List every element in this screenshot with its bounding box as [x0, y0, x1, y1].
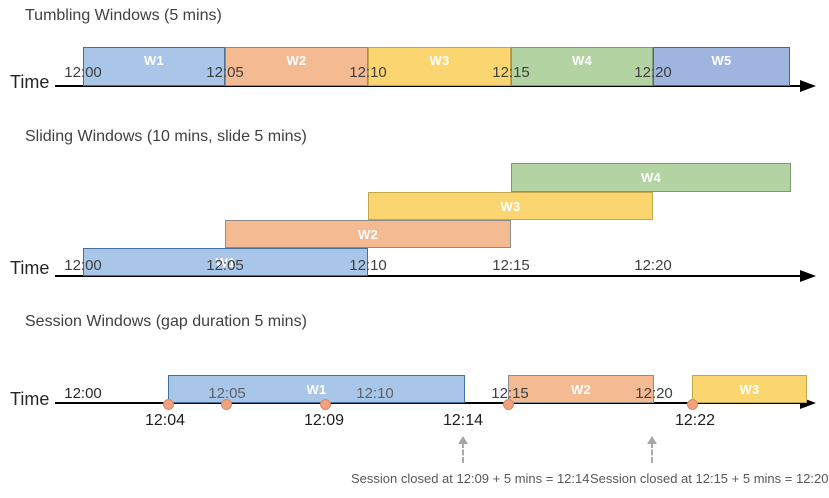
- tick-label-1220: 12:20: [634, 64, 672, 81]
- event-dot-1222: [686, 398, 698, 410]
- event-time-label-1214: 12:14: [442, 412, 484, 429]
- session-window-w3: W3: [692, 375, 807, 403]
- tumbling-section-title: Tumbling Windows (5 mins): [25, 7, 222, 24]
- timeline-session: [55, 402, 800, 404]
- annotation-arrow-icon: [462, 442, 464, 463]
- tick-label-1200: 12:00: [64, 64, 102, 81]
- timeline-arrowhead-icon: [800, 270, 816, 282]
- tick-label-1205: 12:05: [206, 257, 244, 274]
- event-time-label-1209: 12:09: [303, 412, 345, 429]
- window-label: W3: [500, 198, 521, 214]
- tick-label-1200: 12:00: [64, 385, 102, 402]
- event-time-label-1204: 12:04: [144, 412, 186, 429]
- tick-label-1210: 12:10: [356, 385, 394, 402]
- timeline-sliding: [55, 275, 800, 277]
- tumbling-window-w1: W1: [83, 47, 225, 86]
- session-window-w2: W2: [508, 375, 654, 403]
- window-label: W2: [357, 226, 379, 242]
- window-label: W3: [429, 53, 450, 68]
- event-dot: [220, 398, 232, 410]
- window-label: W1: [143, 53, 165, 68]
- tick-label-1205: 12:05: [206, 64, 244, 81]
- tick-label-1215: 12:15: [492, 257, 530, 274]
- window-label: W4: [571, 53, 593, 68]
- tumbling-window-w3: W3: [368, 47, 511, 86]
- session-closed-annotation-1: Session closed at 12:09 + 5 mins = 12:14: [351, 471, 590, 486]
- sliding-section-title: Sliding Windows (10 mins, slide 5 mins): [25, 128, 307, 145]
- window-label: W2: [286, 53, 307, 68]
- tumbling-window-w2: W2: [225, 47, 368, 86]
- event-dot-1215: [502, 398, 514, 410]
- tick-label-1210: 12:10: [349, 64, 387, 81]
- timeline-tumbling: [55, 85, 800, 87]
- event-time-label-1222: 12:22: [674, 412, 716, 429]
- sliding-time-axis-label: Time: [10, 258, 50, 278]
- tick-label-1220: 12:20: [635, 385, 673, 402]
- annotation-arrowhead-icon: [458, 436, 468, 444]
- session-time-axis-label: Time: [10, 389, 50, 409]
- window-label: W1: [215, 254, 236, 270]
- sliding-window-w3: W3: [368, 192, 653, 220]
- window-label: W5: [711, 53, 732, 68]
- annotation-arrowhead-icon: [647, 436, 657, 444]
- session-closed-annotation-2: Session closed at 12:15 + 5 mins = 12:20: [590, 471, 829, 486]
- sliding-window-w2: W2: [225, 220, 511, 248]
- event-dot-1204: [162, 398, 174, 410]
- tick-label-1205: 12:05: [208, 385, 246, 402]
- window-label: W1: [306, 381, 327, 397]
- sliding-window-w1: W1: [83, 248, 368, 276]
- tumbling-time-axis-label: Time: [10, 72, 50, 92]
- tick-label-1215: 12:15: [491, 385, 529, 402]
- annotation-arrow-icon: [651, 442, 653, 463]
- tick-label-1210: 12:10: [349, 257, 387, 274]
- event-dot-1209: [319, 398, 331, 410]
- tick-label-1200: 12:00: [64, 257, 102, 274]
- session-window-w1: W1: [168, 375, 465, 403]
- window-label: W3: [739, 381, 760, 397]
- tick-label-1215: 12:15: [492, 64, 530, 81]
- sliding-window-w4: W4: [511, 163, 791, 192]
- window-label: W4: [640, 170, 662, 185]
- session-section-title: Session Windows (gap duration 5 mins): [25, 313, 307, 330]
- tumbling-window-w5: W5: [653, 47, 790, 86]
- timeline-arrowhead-icon: [800, 80, 816, 92]
- tumbling-window-w4: W4: [511, 47, 653, 86]
- tick-label-1220: 12:20: [634, 257, 672, 274]
- window-label: W2: [570, 381, 592, 397]
